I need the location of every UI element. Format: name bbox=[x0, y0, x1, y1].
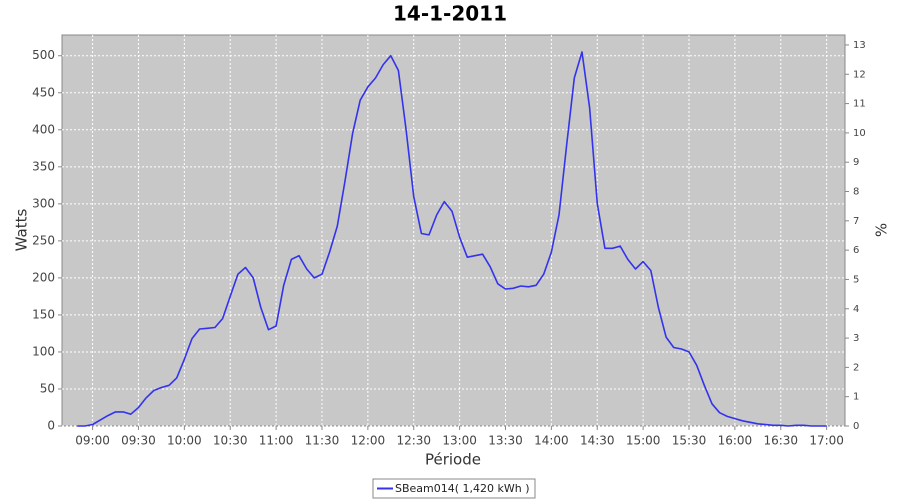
y2-tick-label: 4 bbox=[853, 304, 859, 315]
x-tick-label: 15:00 bbox=[626, 434, 661, 448]
x-tick-label: 11:30 bbox=[305, 434, 340, 448]
y2-axis-title: % bbox=[873, 223, 891, 237]
x-tick-label: 14:30 bbox=[580, 434, 615, 448]
y-tick-label: 500 bbox=[32, 48, 55, 62]
x-tick-label: 16:30 bbox=[763, 434, 798, 448]
legend-box bbox=[372, 478, 536, 499]
y-tick-label: 100 bbox=[32, 344, 55, 358]
y-tick-label: 400 bbox=[32, 122, 55, 136]
y2-tick-label: 13 bbox=[853, 40, 866, 51]
x-tick-label: 12:30 bbox=[396, 434, 431, 448]
y-tick-label: 350 bbox=[32, 159, 55, 173]
x-tick-label: 16:00 bbox=[718, 434, 753, 448]
x-tick-label: 09:00 bbox=[75, 434, 110, 448]
y2-tick-label: 0 bbox=[853, 421, 859, 432]
series-line bbox=[77, 51, 827, 427]
y2-tick-label: 6 bbox=[853, 245, 859, 256]
x-tick-label: 11:00 bbox=[259, 434, 294, 448]
plot-area bbox=[61, 34, 846, 427]
x-tick-label: 10:00 bbox=[167, 434, 202, 448]
y2-tick-label: 9 bbox=[853, 157, 859, 168]
y-tick-label: 300 bbox=[32, 196, 55, 210]
y-tick-label: 450 bbox=[32, 85, 55, 99]
x-tick-label: 13:00 bbox=[442, 434, 477, 448]
y-tick-label: 0 bbox=[47, 419, 55, 433]
y-tick-label: 150 bbox=[32, 307, 55, 321]
legend-label: SBeam014( 1,420 kWh ) bbox=[395, 482, 530, 495]
x-tick-label: 15:30 bbox=[672, 434, 707, 448]
y2-tick-label: 3 bbox=[853, 333, 859, 344]
x-tick-label: 14:00 bbox=[534, 434, 569, 448]
y2-tick-label: 11 bbox=[853, 99, 866, 110]
x-tick-label: 17:00 bbox=[809, 434, 844, 448]
y2-tick-label: 8 bbox=[853, 187, 859, 198]
y2-tick-label: 2 bbox=[853, 362, 859, 373]
y2-tick-label: 5 bbox=[853, 274, 859, 285]
chart-title: 14-1-2011 bbox=[393, 2, 507, 26]
y-axis-title: Watts bbox=[13, 209, 31, 252]
y-tick-label: 200 bbox=[32, 270, 55, 284]
x-tick-label: 10:30 bbox=[213, 434, 248, 448]
x-tick-label: 12:00 bbox=[351, 434, 386, 448]
y2-tick-label: 7 bbox=[853, 216, 859, 227]
y2-tick-label: 1 bbox=[853, 392, 859, 403]
x-axis-title: Période bbox=[425, 451, 481, 469]
y-tick-label: 250 bbox=[32, 233, 55, 247]
y-tick-label: 50 bbox=[40, 381, 55, 395]
x-tick-label: 13:30 bbox=[488, 434, 523, 448]
x-tick-label: 09:30 bbox=[121, 434, 156, 448]
y2-tick-label: 10 bbox=[853, 128, 866, 139]
y2-tick-label: 12 bbox=[853, 69, 866, 80]
legend: SBeam014( 1,420 kWh ) bbox=[372, 478, 536, 499]
